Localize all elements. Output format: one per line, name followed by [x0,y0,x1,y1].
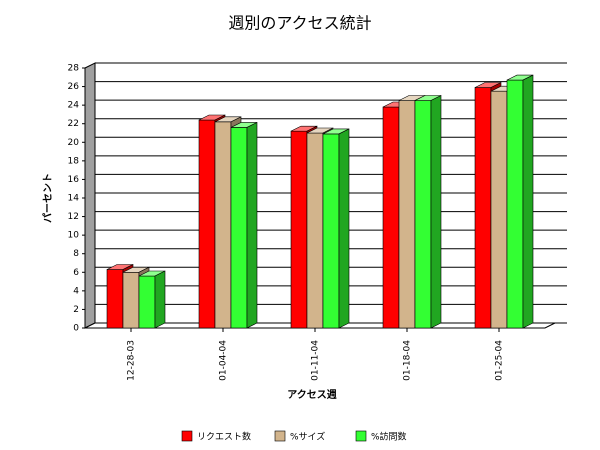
legend-swatch [274,430,286,442]
x-axis-label: アクセス週 [287,389,337,401]
y-tick-label: 10 [68,231,80,241]
bar [290,130,308,329]
bar [382,106,400,329]
y-tick-label: 22 [68,119,79,129]
legend-label: %訪問数 [371,431,407,443]
bar [214,121,232,329]
bar [122,271,140,329]
bar-side [430,95,442,329]
bar [106,269,124,329]
bar [306,132,324,329]
y-tick-label: 12 [68,212,79,222]
y-tick-label: 18 [68,156,80,166]
bar [198,119,216,329]
bar-side [154,270,166,329]
y-tick-label: 14 [68,194,80,204]
bar [138,275,156,329]
y-tick-label: 20 [68,138,80,148]
bar [474,87,492,329]
legend-label: リクエスト数 [197,431,251,443]
y-tick-label: 2 [73,305,79,315]
y-tick-label: 16 [68,175,80,185]
bar [506,79,524,329]
x-tick-label: 01-25-04 [495,340,505,381]
y-tick-label: 0 [73,324,79,334]
chart-title: 週別のアクセス統計 [228,14,371,33]
legend-swatch [181,430,193,442]
bar [230,127,248,329]
x-tick-label: 12-28-03 [127,340,137,381]
legend-label: %サイズ [290,431,325,443]
y-tick-label: 4 [73,286,79,296]
x-tick-label: 01-18-04 [403,340,413,381]
x-tick-label: 01-04-04 [219,340,229,381]
bar-side [522,74,534,329]
bar [414,100,432,329]
y-tick-label: 24 [68,101,80,111]
back-wall [84,62,96,329]
bar-side [338,128,350,329]
y-axis-label: パーセント [42,173,54,223]
bar [490,90,508,329]
y-tick-label: 6 [73,268,79,278]
bar [398,100,416,329]
y-tick-label: 26 [68,82,80,92]
bar-side [246,121,258,329]
y-tick-label: 28 [68,64,80,74]
x-tick-label: 01-11-04 [311,340,321,381]
legend-swatch [355,430,367,442]
bar [322,133,340,329]
y-tick-label: 8 [73,249,79,259]
